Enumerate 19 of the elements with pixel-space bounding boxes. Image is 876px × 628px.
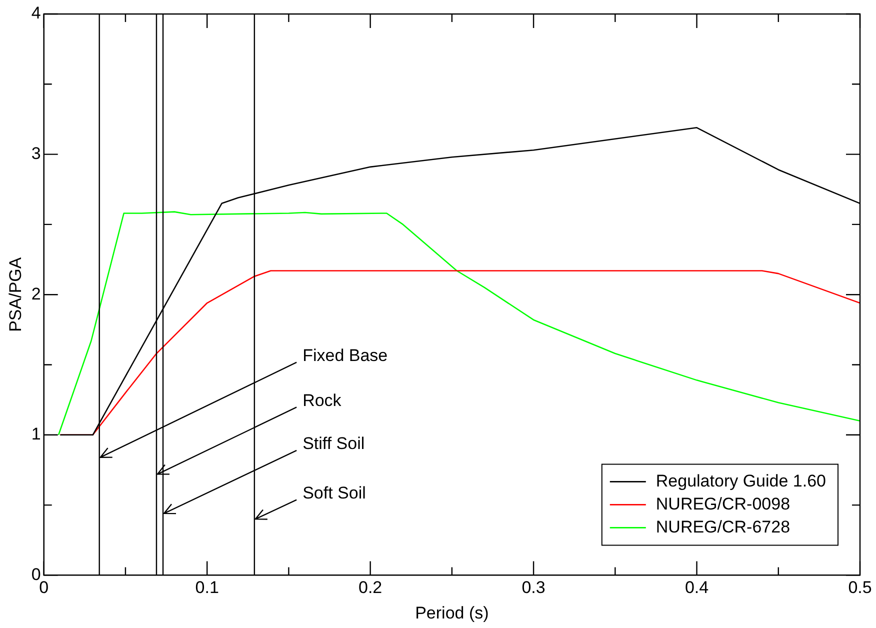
y-axis-title: PSA/PGA [6,256,25,332]
y-tick-label: 2 [31,284,41,304]
legend-label: NUREG/CR-0098 [656,494,790,514]
x-tick-label: 0.5 [848,578,872,598]
y-tick-label: 3 [31,144,41,163]
x-tick-label: 0.4 [684,578,709,598]
x-tick-label: 0.2 [358,578,382,598]
ref-line-label: Soft Soil [302,484,366,503]
x-tick-label: 0.3 [522,578,546,598]
x-tick-label: 0.1 [195,578,219,598]
legend-label: NUREG/CR-6728 [656,517,790,536]
x-axis-title: Period (s) [415,603,489,622]
ref-line-label: Rock [302,390,342,410]
ref-line-label: Fixed Base [302,346,388,366]
legend-label: Regulatory Guide 1.60 [656,471,826,490]
y-tick-label: 1 [31,424,41,444]
ref-line-label: Stiff Soil [302,434,365,454]
y-tick-label: 0 [31,564,41,584]
y-tick-label: 4 [31,4,41,23]
